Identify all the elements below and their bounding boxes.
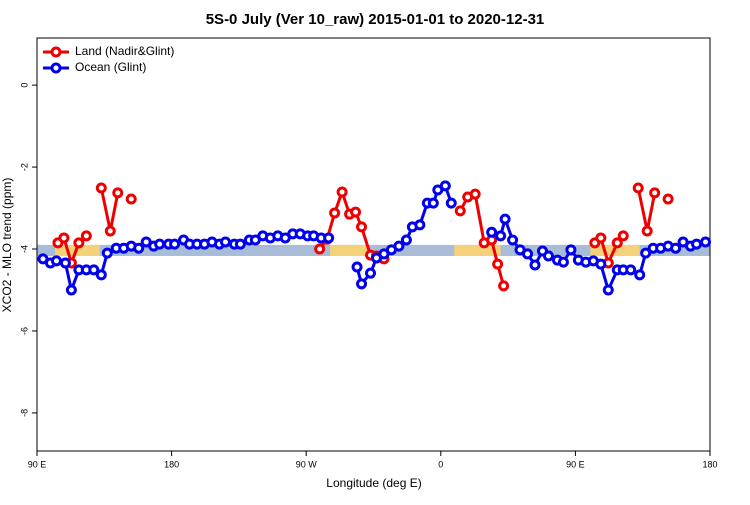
point bbox=[691, 238, 703, 250]
point bbox=[445, 197, 457, 209]
point bbox=[393, 240, 405, 252]
point bbox=[414, 219, 426, 231]
legend-marker bbox=[50, 46, 62, 58]
point bbox=[154, 238, 166, 250]
point bbox=[350, 206, 362, 218]
point bbox=[565, 244, 577, 256]
x-tick-label: 90 W bbox=[296, 459, 318, 469]
point bbox=[112, 187, 124, 199]
point bbox=[617, 230, 629, 242]
point bbox=[498, 280, 510, 292]
point bbox=[59, 257, 71, 269]
band-highlight bbox=[330, 244, 368, 256]
point bbox=[529, 259, 541, 271]
chart-title: 5S-0 July (Ver 10_raw) 2015-01-01 to 202… bbox=[206, 11, 545, 28]
point bbox=[50, 255, 62, 267]
band bbox=[37, 244, 710, 256]
point bbox=[522, 248, 534, 260]
point bbox=[219, 236, 231, 248]
point bbox=[439, 180, 451, 192]
point bbox=[356, 278, 368, 290]
point bbox=[323, 232, 335, 244]
point bbox=[65, 284, 77, 296]
point bbox=[95, 182, 107, 194]
band-highlight bbox=[454, 244, 501, 256]
point bbox=[427, 197, 439, 209]
point bbox=[336, 186, 348, 198]
point bbox=[95, 269, 107, 281]
point bbox=[351, 261, 363, 273]
point bbox=[314, 243, 326, 255]
point bbox=[662, 193, 674, 205]
point bbox=[641, 225, 653, 237]
point bbox=[73, 237, 85, 249]
band-highlight bbox=[590, 244, 640, 256]
y-tick-label: 0 bbox=[19, 83, 29, 88]
point bbox=[125, 193, 137, 205]
x-tick-label: 180 bbox=[702, 459, 717, 469]
point bbox=[329, 207, 341, 219]
x-tick-label: 180 bbox=[164, 459, 179, 469]
point bbox=[499, 213, 511, 225]
point bbox=[602, 284, 614, 296]
point bbox=[492, 258, 504, 270]
point bbox=[670, 242, 682, 254]
legend-marker bbox=[50, 62, 62, 74]
point bbox=[495, 230, 507, 242]
point bbox=[640, 247, 652, 259]
y-tick-label: -8 bbox=[19, 409, 29, 417]
point bbox=[507, 234, 519, 246]
legend-label: Ocean (Glint) bbox=[75, 60, 146, 74]
point bbox=[365, 267, 377, 279]
y-tick-label: -6 bbox=[19, 327, 29, 335]
band-highlight bbox=[54, 244, 100, 256]
point bbox=[632, 182, 644, 194]
y-tick-label: -2 bbox=[19, 163, 29, 171]
point bbox=[469, 188, 481, 200]
point bbox=[625, 264, 637, 276]
x-tick-label: 90 E bbox=[566, 459, 585, 469]
point bbox=[169, 238, 181, 250]
point bbox=[356, 221, 368, 233]
point bbox=[101, 247, 113, 259]
x-tick-label: 90 E bbox=[28, 459, 47, 469]
point bbox=[649, 187, 661, 199]
x-tick-label: 0 bbox=[438, 459, 443, 469]
point bbox=[454, 205, 466, 217]
point bbox=[234, 238, 246, 250]
point bbox=[104, 225, 116, 237]
point bbox=[80, 230, 92, 242]
point bbox=[133, 242, 145, 254]
point bbox=[58, 232, 70, 244]
point bbox=[634, 269, 646, 281]
legend-label: Land (Nadir&Glint) bbox=[75, 44, 174, 58]
point bbox=[486, 226, 498, 238]
point bbox=[611, 237, 623, 249]
x-axis-label: Longitude (deg E) bbox=[326, 476, 421, 490]
point bbox=[557, 256, 569, 268]
point bbox=[595, 232, 607, 244]
point bbox=[595, 258, 607, 270]
y-tick-label: -4 bbox=[19, 245, 29, 253]
point bbox=[88, 264, 100, 276]
point bbox=[700, 236, 712, 248]
y-axis-label: XCO2 - MLO trend (ppm) bbox=[0, 178, 14, 313]
point bbox=[400, 234, 412, 246]
point bbox=[542, 250, 554, 262]
